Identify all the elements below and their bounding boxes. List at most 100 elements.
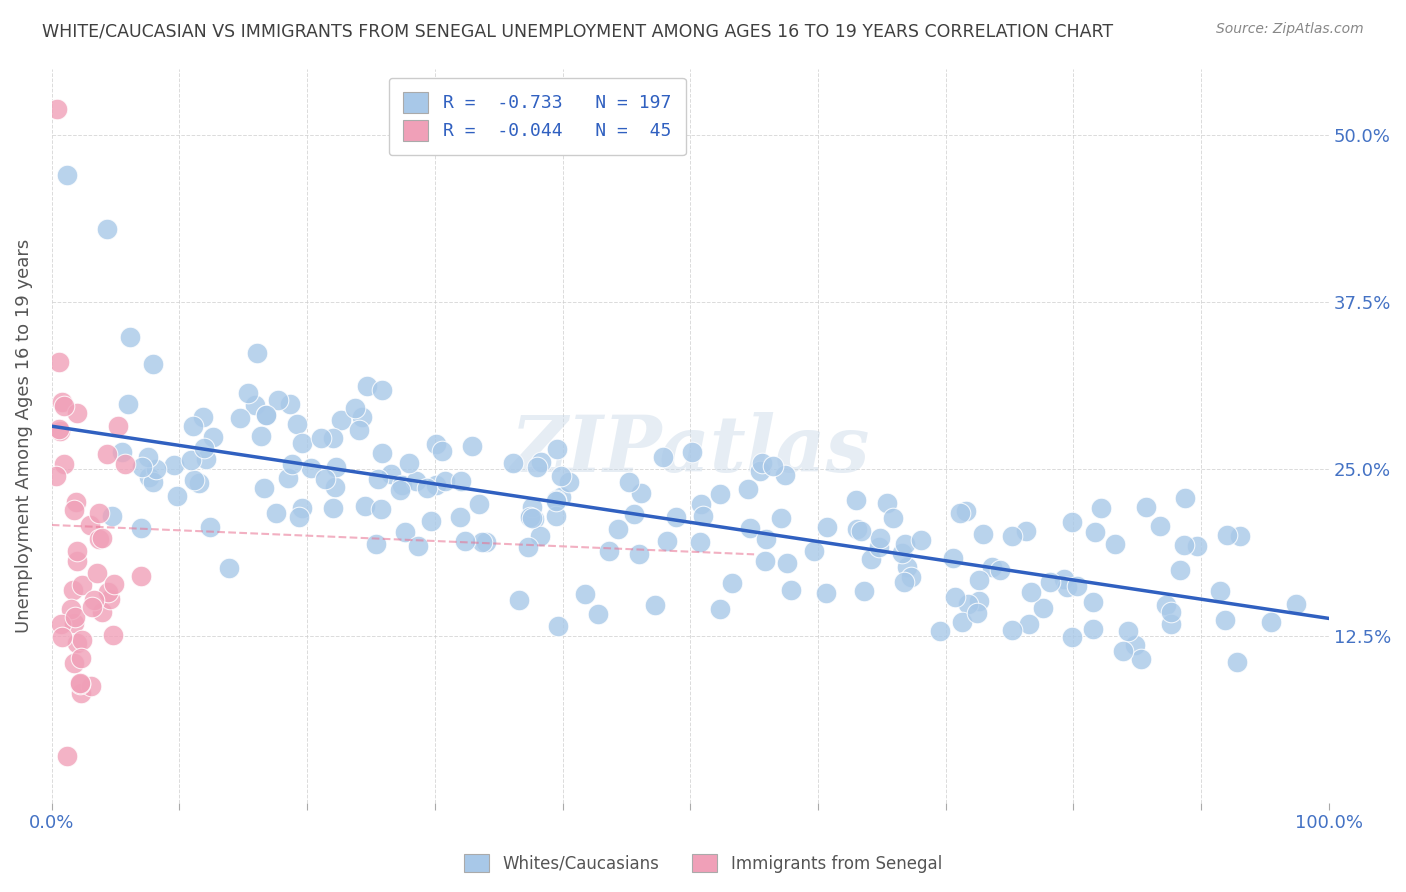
Point — [1215, 614, 1237, 628]
Point — [166, 489, 188, 503]
Point — [630, 486, 652, 500]
Point — [709, 602, 731, 616]
Point — [547, 619, 569, 633]
Point — [425, 478, 447, 492]
Point — [389, 483, 412, 497]
Point — [65, 495, 87, 509]
Point — [893, 537, 915, 551]
Point — [1066, 579, 1088, 593]
Point — [1116, 624, 1139, 638]
Point — [250, 429, 273, 443]
Point — [955, 504, 977, 518]
Point — [49, 424, 72, 438]
Point — [72, 578, 94, 592]
Point — [981, 560, 1004, 574]
Point — [371, 383, 394, 397]
Point — [107, 418, 129, 433]
Point — [1135, 500, 1157, 515]
Point — [103, 628, 125, 642]
Point — [1001, 529, 1024, 543]
Point — [380, 467, 402, 482]
Point — [450, 474, 472, 488]
Point — [748, 464, 770, 478]
Point — [60, 601, 83, 615]
Point — [721, 575, 744, 590]
Point — [520, 500, 543, 514]
Point — [254, 408, 277, 422]
Point — [252, 481, 274, 495]
Point — [287, 509, 309, 524]
Point — [751, 456, 773, 470]
Point — [1226, 656, 1249, 670]
Point — [1001, 624, 1024, 638]
Point — [1032, 601, 1054, 615]
Point — [364, 536, 387, 550]
Point — [89, 507, 111, 521]
Point — [405, 474, 427, 488]
Point — [849, 524, 872, 539]
Point — [1174, 491, 1197, 506]
Point — [755, 532, 778, 546]
Point — [266, 506, 288, 520]
Point — [1111, 644, 1133, 658]
Point — [145, 462, 167, 476]
Point — [689, 534, 711, 549]
Point — [314, 472, 336, 486]
Point — [517, 540, 540, 554]
Point — [803, 544, 825, 558]
Point — [419, 514, 441, 528]
Point — [69, 677, 91, 691]
Point — [91, 532, 114, 546]
Point — [546, 492, 568, 507]
Point — [267, 392, 290, 407]
Point — [56, 748, 79, 763]
Point — [762, 458, 785, 473]
Point — [1104, 537, 1126, 551]
Point — [83, 592, 105, 607]
Point — [526, 460, 548, 475]
Point — [502, 456, 524, 470]
Point — [644, 599, 666, 613]
Point — [344, 401, 367, 416]
Point — [471, 534, 494, 549]
Point — [63, 616, 86, 631]
Point — [972, 527, 994, 541]
Point — [546, 442, 568, 456]
Point — [69, 675, 91, 690]
Point — [869, 531, 891, 545]
Point — [1015, 524, 1038, 538]
Point — [1160, 605, 1182, 619]
Point — [896, 560, 918, 574]
Point — [966, 606, 988, 620]
Point — [254, 409, 277, 423]
Point — [1187, 539, 1209, 553]
Point — [96, 221, 118, 235]
Text: ZIPatlas: ZIPatlas — [510, 412, 870, 489]
Point — [111, 445, 134, 459]
Point — [1149, 519, 1171, 533]
Point — [876, 496, 898, 510]
Point — [353, 499, 375, 513]
Point — [586, 607, 609, 621]
Point — [194, 451, 217, 466]
Point — [118, 330, 141, 344]
Point — [52, 457, 75, 471]
Point — [66, 406, 89, 420]
Point — [63, 610, 86, 624]
Point — [468, 497, 491, 511]
Point — [852, 583, 875, 598]
Point — [1216, 528, 1239, 542]
Point — [651, 450, 673, 465]
Point — [323, 480, 346, 494]
Point — [406, 539, 429, 553]
Point — [607, 522, 630, 536]
Point — [228, 411, 250, 425]
Point — [1053, 572, 1076, 586]
Point — [1168, 563, 1191, 577]
Point — [598, 543, 620, 558]
Point — [246, 346, 269, 360]
Point — [347, 423, 370, 437]
Point — [82, 599, 104, 614]
Point — [1285, 598, 1308, 612]
Point — [236, 385, 259, 400]
